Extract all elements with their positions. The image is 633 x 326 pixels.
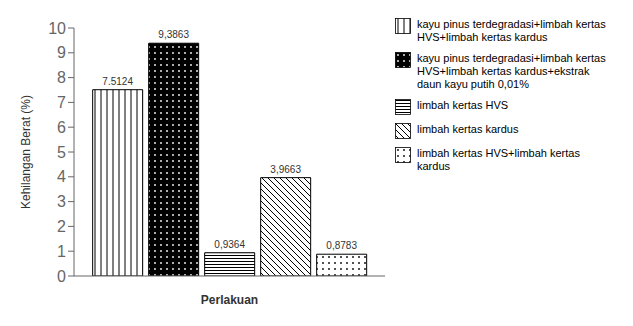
svg-text:9: 9 (57, 44, 66, 61)
svg-text:7: 7 (57, 94, 66, 111)
svg-text:Perlakuan: Perlakuan (201, 293, 258, 307)
html-text:limbah kertas kardus: limbah kertas kardus (417, 123, 519, 135)
svg-text:3: 3 (57, 193, 66, 210)
html-text:daun kayu putih 0,01%: daun kayu putih 0,01% (417, 78, 529, 90)
svg-text:8: 8 (57, 69, 66, 86)
svg-text:4: 4 (57, 168, 66, 185)
html-text:kayu pinus terdegradasi+limbah: kayu pinus terdegradasi+limbah kertas (417, 52, 606, 64)
html-text:HVS+limbah kertas kardus: HVS+limbah kertas kardus (417, 31, 548, 43)
svg-text:9,3863: 9,3863 (158, 29, 189, 40)
svg-text:7.5124: 7.5124 (102, 76, 133, 87)
svg-text:5: 5 (57, 144, 66, 161)
svg-text:6: 6 (57, 119, 66, 136)
svg-text:3,9663: 3,9663 (270, 164, 301, 175)
html-text:limbah kertas HVS: limbah kertas HVS (417, 99, 509, 111)
svg-text:10: 10 (48, 20, 66, 37)
svg-text:0: 0 (57, 268, 66, 285)
html-text:kayu pinus terdegradasi+limbah: kayu pinus terdegradasi+limbah kertas (417, 18, 606, 30)
svg-text:0,8783: 0,8783 (326, 240, 357, 251)
html-text:HVS+limbah kertas kardus+ekstr: HVS+limbah kertas kardus+ekstrak (417, 65, 590, 77)
svg-text:0,9364: 0,9364 (214, 239, 245, 250)
svg-text:2: 2 (57, 218, 66, 235)
svg-text:1: 1 (57, 243, 66, 260)
html-text:limbah kertas HVS+limbah kerta: limbah kertas HVS+limbah kertas (417, 147, 580, 159)
html-text:kardus: kardus (417, 160, 450, 172)
svg-text:Kehilangan Berat (%): Kehilangan Berat (%) (19, 95, 33, 209)
